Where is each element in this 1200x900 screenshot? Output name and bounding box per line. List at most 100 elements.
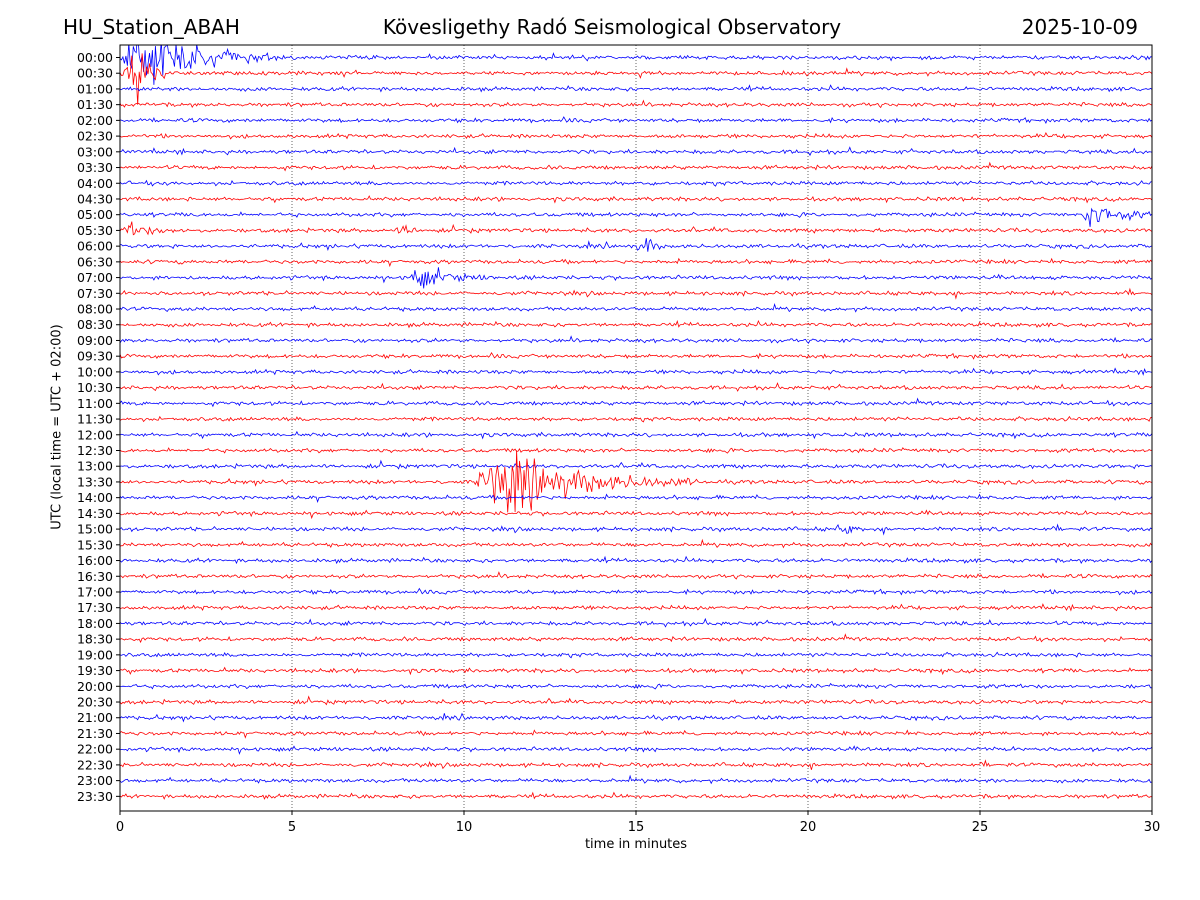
y-tick-label: 22:30 [77, 757, 113, 772]
x-axis-label: time in minutes [584, 837, 688, 852]
trace-0530 [120, 221, 1152, 236]
y-tick-label: 07:30 [77, 286, 113, 301]
y-tick-label: 19:30 [77, 663, 113, 678]
y-tick-label: 10:00 [77, 364, 113, 379]
y-tick-label: 15:30 [77, 537, 113, 552]
trace-0500 [120, 207, 1152, 227]
y-tick-label: 22:00 [77, 742, 113, 757]
trace-0130 [120, 99, 1152, 109]
y-tick-label: 05:00 [77, 207, 113, 222]
trace-1230 [120, 447, 1152, 454]
trace-2330 [120, 791, 1152, 800]
trace-0730 [120, 287, 1152, 300]
date-label: 2025-10-09 [1021, 15, 1138, 39]
y-tick-label: 11:30 [77, 412, 113, 427]
trace-1130 [120, 415, 1152, 423]
y-tick-label: 12:30 [77, 443, 113, 458]
y-tick-label: 05:30 [77, 223, 113, 238]
y-tick-label: 14:00 [77, 490, 113, 505]
trace-1730 [120, 603, 1152, 612]
y-tick-label: 06:00 [77, 239, 113, 254]
y-tick-label: 21:30 [77, 726, 113, 741]
y-tick-label: 08:00 [77, 302, 113, 317]
x-tick-label: 25 [972, 820, 989, 835]
trace-0030 [120, 53, 1152, 105]
y-tick-label: 10:30 [77, 380, 113, 395]
trace-1530 [120, 538, 1152, 549]
plot-frame [119, 44, 1153, 812]
trace-1030 [120, 382, 1152, 392]
traces [120, 45, 1152, 800]
trace-2130 [120, 729, 1152, 739]
trace-1400 [120, 493, 1152, 503]
trace-1830 [120, 633, 1152, 644]
y-tick-label: 18:00 [77, 616, 113, 631]
trace-2230 [120, 759, 1152, 770]
trace-1200 [120, 430, 1152, 440]
trace-1600 [120, 555, 1152, 565]
y-tick-label: 01:30 [77, 97, 113, 112]
trace-1930 [120, 666, 1152, 676]
y-axis-label: UTC (local time = UTC + 02:00) [49, 324, 65, 530]
trace-0230 [120, 131, 1152, 140]
trace-1630 [120, 571, 1152, 580]
trace-1300 [120, 459, 1152, 470]
trace-1500 [120, 523, 1152, 536]
y-tick-label: 21:00 [77, 710, 113, 725]
trace-0700 [120, 267, 1152, 289]
trace-2200 [120, 745, 1152, 755]
trace-0630 [120, 257, 1152, 268]
y-tick-label: 00:30 [77, 66, 113, 81]
y-tick-label: 13:00 [77, 459, 113, 474]
y-tick-label: 23:00 [77, 773, 113, 788]
y-tick-label: 04:00 [77, 176, 113, 191]
trace-1430 [120, 509, 1152, 520]
y-tick-label: 02:00 [77, 113, 113, 128]
y-tick-label: 13:30 [77, 474, 113, 489]
station-name: HU_Station_ABAH [63, 15, 240, 39]
trace-2030 [120, 695, 1152, 706]
trace-0430 [120, 195, 1152, 204]
y-tick-label: 18:30 [77, 632, 113, 647]
x-tick-label: 20 [800, 820, 817, 835]
y-tick-label: 17:30 [77, 600, 113, 615]
x-tick-label: 15 [628, 820, 645, 835]
trace-1900 [120, 651, 1152, 659]
grid-lines [291, 45, 981, 811]
x-tick-label: 5 [288, 820, 296, 835]
trace-0300 [120, 146, 1152, 157]
y-tick-label: 20:30 [77, 695, 113, 710]
y-tick-label: 14:30 [77, 506, 113, 521]
y-tick-label: 09:30 [77, 349, 113, 364]
y-tick-label: 09:00 [77, 333, 113, 348]
trace-1100 [120, 397, 1152, 408]
y-tick-label: 03:30 [77, 160, 113, 175]
trace-0930 [120, 352, 1152, 360]
y-tick-label: 17:00 [77, 584, 113, 599]
trace-0900 [120, 335, 1152, 344]
y-tick-label: 20:00 [77, 679, 113, 694]
trace-1800 [120, 617, 1152, 628]
y-tick-label: 04:30 [77, 191, 113, 206]
y-tick-label: 16:00 [77, 553, 113, 568]
y-tick-label: 06:30 [77, 254, 113, 269]
y-tick-label: 12:00 [77, 427, 113, 442]
trace-0600 [120, 238, 1152, 252]
trace-2000 [120, 682, 1152, 690]
y-tick-label: 02:30 [77, 129, 113, 144]
trace-0400 [120, 179, 1152, 187]
y-tick-label: 07:00 [77, 270, 113, 285]
trace-0800 [120, 303, 1152, 313]
chart-title: Kövesligethy Radó Seismological Observat… [382, 15, 842, 39]
y-tick-label: 00:00 [77, 50, 113, 65]
y-tick-label: 11:00 [77, 396, 113, 411]
y-tick-label: 16:30 [77, 569, 113, 584]
trace-0330 [120, 161, 1152, 172]
y-tick-label: 15:00 [77, 522, 113, 537]
x-axis-ticks: 0 5 10 15 20 25 30 [116, 811, 1160, 835]
trace-1330 [120, 450, 1152, 513]
y-axis-ticks: 00:0000:3001:0001:3002:0002:3003:0003:30… [77, 50, 120, 804]
trace-1000 [120, 367, 1152, 376]
y-tick-label: 03:00 [77, 144, 113, 159]
